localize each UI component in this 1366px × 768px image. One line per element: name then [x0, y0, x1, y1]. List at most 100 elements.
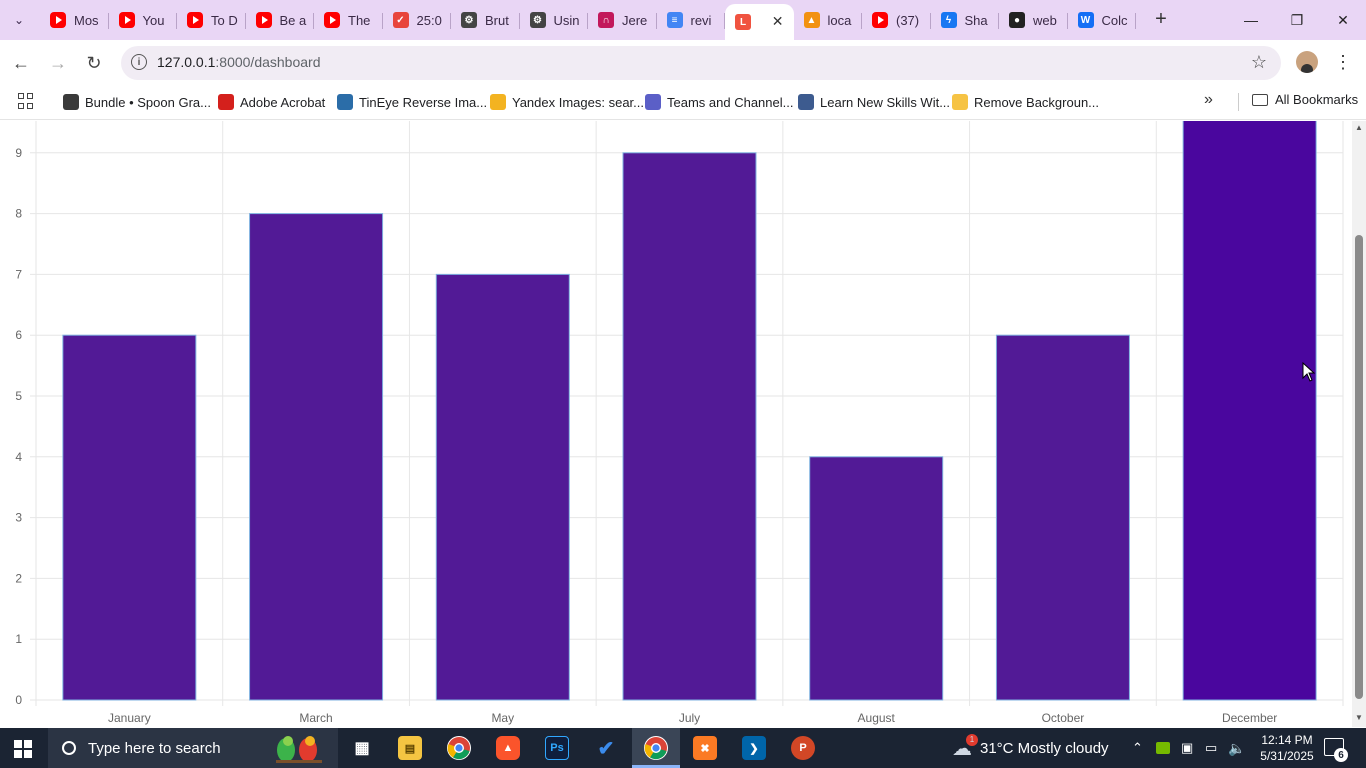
youtube-icon	[872, 12, 888, 28]
nvidia-tray-icon[interactable]	[1156, 728, 1170, 768]
browser-tab[interactable]: ∩ Jere	[588, 6, 657, 34]
youtube-icon	[324, 12, 340, 28]
bookmark-item[interactable]: Yandex Images: sear...	[490, 92, 644, 112]
y-tick-label: 0	[15, 693, 22, 707]
coursera-icon	[798, 94, 814, 110]
browser-tab[interactable]: To D	[177, 6, 246, 34]
browser-tab[interactable]: Be a	[246, 6, 314, 34]
tab-title: Colc	[1101, 12, 1128, 28]
page-scrollbar[interactable]: ▲ ▼	[1352, 121, 1366, 727]
xampp-icon[interactable]: ✖	[693, 736, 717, 760]
chrome-profile-icon[interactable]	[644, 736, 668, 760]
taskbar-search-box[interactable]: Type here to search	[48, 728, 338, 768]
y-tick-label: 7	[15, 267, 22, 281]
bookmarks-bar: Bundle • Spoon Gra... Adobe Acrobat TinEye…	[0, 85, 1366, 120]
bookmark-label: Adobe Acrobat	[240, 94, 326, 110]
task-view-icon[interactable]: ▦	[354, 740, 370, 757]
browser-tab[interactable]: ● web	[999, 6, 1068, 34]
tab-title: 25:0	[416, 12, 442, 28]
youtube-icon	[187, 12, 203, 28]
tab-search-button[interactable]: ⌄	[6, 8, 32, 32]
vscode-icon[interactable]: ❯	[742, 736, 766, 760]
tab-separator	[929, 13, 931, 29]
close-tab-icon[interactable]: ✕	[771, 13, 784, 29]
bookmark-star-icon[interactable]: ☆	[1250, 52, 1267, 72]
browser-menu-icon[interactable]: ⋮	[1334, 52, 1352, 72]
bookmark-label: Yandex Images: sear...	[512, 94, 644, 110]
close-window-button[interactable]: ✕	[1320, 0, 1366, 40]
tab-separator	[1135, 13, 1136, 29]
bookmark-item[interactable]: Teams and Channel...	[645, 92, 793, 112]
browser-tab[interactable]: ≡ revi	[657, 6, 725, 34]
powerpoint-icon[interactable]: P	[791, 736, 815, 760]
photoshop-icon[interactable]: Ps	[545, 736, 569, 760]
x-tick-label: July	[679, 711, 700, 725]
x-tick-label: October	[1042, 711, 1085, 725]
youtube-icon	[50, 12, 66, 28]
restore-button[interactable]: ❐	[1274, 0, 1320, 40]
chrome-icon[interactable]	[447, 736, 471, 760]
tab-title: Be a	[279, 12, 307, 28]
messenger-icon: ϟ	[940, 12, 957, 28]
bar	[809, 456, 944, 701]
laravel-icon: L	[735, 14, 751, 30]
tineye-icon	[337, 94, 353, 110]
system-clock[interactable]: 12:14 PM 5/31/2025	[1260, 733, 1314, 763]
acrobat-icon	[218, 94, 234, 110]
bookmark-item[interactable]: Adobe Acrobat	[218, 92, 325, 112]
bookmark-item[interactable]: Bundle • Spoon Gra...	[63, 92, 211, 112]
bookmark-item[interactable]: Learn New Skills Wit...	[798, 92, 950, 112]
bookmark-label: Remove Backgroun...	[974, 94, 1100, 110]
back-button[interactable]: ←	[8, 50, 34, 76]
volume-icon[interactable]: 🔈	[1228, 739, 1246, 756]
tab-separator	[176, 13, 177, 29]
browser-tab[interactable]: L ✕	[725, 4, 794, 40]
reload-icon: ↻	[86, 52, 102, 73]
arc-icon: ∩	[598, 12, 614, 28]
browser-tab[interactable]: Mos	[40, 6, 109, 34]
url-text[interactable]: 127.0.0.1:8000/dashboard	[157, 54, 321, 70]
scroll-down-icon[interactable]: ▼	[1355, 713, 1363, 722]
network-icon[interactable]: ▭	[1205, 740, 1218, 755]
browser-tab[interactable]: You	[109, 6, 177, 34]
bar	[249, 213, 384, 701]
bookmark-item[interactable]: TinEye Reverse Ima...	[337, 92, 487, 112]
browser-tab[interactable]: ϟ Sha	[931, 6, 999, 34]
show-hidden-icons[interactable]: ⌃	[1132, 728, 1143, 768]
tab-title: revi	[690, 12, 712, 28]
browser-tab[interactable]: ✓ 25:0	[383, 6, 451, 34]
bookmark-item[interactable]: Remove Backgroun...	[952, 92, 1099, 112]
tab-separator	[244, 13, 246, 29]
todo-icon[interactable]: ✔	[597, 737, 615, 760]
spoon-graphics-icon	[63, 94, 79, 110]
timer-icon: ✓	[392, 12, 409, 28]
profile-avatar[interactable]	[1296, 51, 1318, 73]
forward-button[interactable]: →	[45, 50, 71, 76]
tab-title: (37)	[896, 12, 920, 28]
new-tab-button[interactable]: +	[1150, 8, 1172, 30]
meet-now-icon[interactable]: ▣	[1181, 740, 1194, 755]
tab-separator	[1066, 13, 1068, 29]
yandex-icon	[490, 94, 506, 110]
browser-tab[interactable]: ⚙ Usin	[520, 6, 588, 34]
weather-widget[interactable]: ☁ 1 31°C Mostly cloudy	[952, 728, 1109, 768]
scroll-thumb[interactable]	[1355, 235, 1363, 699]
start-button[interactable]	[14, 740, 32, 758]
browser-tab[interactable]: ▲ loca	[794, 6, 862, 34]
browser-tab[interactable]: ⚙ Brut	[451, 6, 520, 34]
apps-grid-icon[interactable]	[18, 93, 34, 109]
reload-button[interactable]: ↻	[81, 50, 107, 76]
x-tick-label: December	[1222, 711, 1277, 725]
brave-icon[interactable]: ▲	[496, 736, 520, 760]
browser-tab[interactable]: (37)	[862, 6, 931, 34]
scroll-up-icon[interactable]: ▲	[1355, 123, 1363, 132]
browser-tab[interactable]: The	[314, 6, 383, 34]
address-bar[interactable]: i 127.0.0.1:8000/dashboard ☆	[121, 46, 1281, 80]
file-explorer-icon[interactable]: ▤	[398, 736, 422, 760]
more-bookmarks-icon[interactable]: »	[1204, 91, 1213, 108]
browser-tab[interactable]: W Colc	[1068, 6, 1136, 34]
all-bookmarks-button[interactable]: All Bookmarks	[1252, 92, 1358, 107]
weather-text: 31°C Mostly cloudy	[980, 739, 1109, 757]
minimize-button[interactable]: —	[1228, 0, 1274, 40]
site-info-icon[interactable]: i	[131, 54, 147, 70]
